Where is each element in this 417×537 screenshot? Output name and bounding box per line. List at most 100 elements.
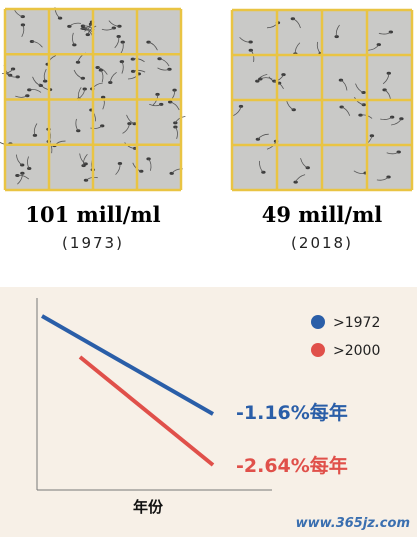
cell-tail <box>15 154 23 166</box>
cell <box>27 88 32 92</box>
cell-tail <box>87 25 97 35</box>
watermark: www.365jz.com <box>296 516 410 531</box>
cell-tail <box>122 123 130 134</box>
cell <box>20 171 25 175</box>
cell-tail <box>257 133 269 140</box>
cell-tail <box>121 61 124 74</box>
cell-tail <box>124 142 136 149</box>
cell-tail <box>80 23 92 30</box>
trend-line <box>78 355 215 467</box>
cell-tail <box>340 79 348 91</box>
cell-tail <box>21 24 25 37</box>
legend-label: >2000 <box>333 343 380 359</box>
trend-line <box>41 314 214 416</box>
cell-tail <box>355 83 364 93</box>
cell-tail <box>391 118 402 126</box>
cell-tail <box>100 69 104 83</box>
cell-tail <box>108 20 120 27</box>
cell <box>173 125 178 129</box>
cell-tail <box>109 71 117 83</box>
cell-tail <box>33 123 38 136</box>
cell <box>167 100 173 104</box>
cell-tail <box>273 74 284 83</box>
cell-tail <box>294 42 301 54</box>
year-label: (2018) <box>291 234 353 252</box>
cell-tail <box>32 76 41 86</box>
cell-tail <box>170 101 180 111</box>
cell-tail <box>239 37 251 43</box>
count-label: 101 mill/ml <box>25 202 160 227</box>
cell-tail <box>259 160 264 173</box>
cell-tail <box>233 106 242 117</box>
cell-tail <box>27 156 30 169</box>
count-label: 49 mill/ml <box>262 202 383 227</box>
cell-tail <box>376 176 389 181</box>
cell <box>20 23 26 27</box>
cell-tail <box>378 31 392 35</box>
cell-tail <box>43 68 47 82</box>
cell-tail <box>292 18 301 29</box>
cell-tail <box>148 41 158 51</box>
cell-tail <box>85 176 98 181</box>
cell-tail <box>260 77 273 80</box>
cell-tail <box>300 158 308 169</box>
cell-tail <box>386 151 399 155</box>
legend-dot <box>311 343 325 357</box>
cell-tail <box>15 95 28 98</box>
cell-tail <box>132 69 146 73</box>
year-label: (1973) <box>62 234 124 252</box>
cell <box>293 180 298 184</box>
cell-tail <box>256 73 268 82</box>
cell-tail <box>120 42 124 55</box>
cell-tail <box>368 44 380 51</box>
cell <box>81 164 86 168</box>
cell-tail <box>79 153 86 165</box>
cell-tail <box>353 170 366 174</box>
cell <box>272 79 277 83</box>
cell <box>117 24 122 28</box>
cell-tail <box>174 115 186 124</box>
cell-tail <box>149 103 162 107</box>
cell-tail <box>75 118 79 132</box>
legend-dot <box>311 315 325 329</box>
cell-tail <box>126 114 135 125</box>
rate-label: -1.16%每年 <box>236 401 348 424</box>
cell-tail <box>77 87 82 100</box>
cell-tail <box>316 41 321 54</box>
cell-tail <box>90 125 103 129</box>
cell-tail <box>29 88 42 93</box>
cell-tail <box>17 173 23 185</box>
samples: 101 mill/ml (1973) 49 mill/ml (2018) <box>0 7 414 252</box>
cell-tail <box>97 67 108 75</box>
cell-tail <box>17 174 30 180</box>
cell-tail <box>1 68 14 75</box>
cell-tail <box>132 58 145 63</box>
x-axis-label: 年份 <box>133 498 164 516</box>
cell-tail <box>69 22 82 27</box>
cell-tail <box>73 69 83 79</box>
cell-tail <box>72 32 75 46</box>
cell-tail <box>83 154 88 166</box>
cell-tail <box>354 97 364 106</box>
rate-label: -2.64%每年 <box>236 454 348 477</box>
cell-tail <box>148 158 152 171</box>
cell-tail <box>286 100 294 111</box>
cell-tail <box>115 163 121 175</box>
cell-tail <box>114 36 120 49</box>
cell <box>386 71 391 75</box>
cell-tail <box>380 116 393 120</box>
cell-tail <box>175 126 178 140</box>
cell-tail <box>295 174 306 183</box>
cell <box>80 76 86 80</box>
cell-tail <box>341 106 351 116</box>
cell-tail <box>101 27 115 31</box>
cell-tail <box>335 24 340 37</box>
cell-tail <box>31 41 43 48</box>
cell-tail <box>157 67 170 71</box>
cell-tail <box>5 73 18 78</box>
legend-label: >1972 <box>333 315 380 331</box>
cell-tail <box>159 58 170 67</box>
cell-tail <box>382 73 390 85</box>
cell-tail <box>102 97 105 110</box>
